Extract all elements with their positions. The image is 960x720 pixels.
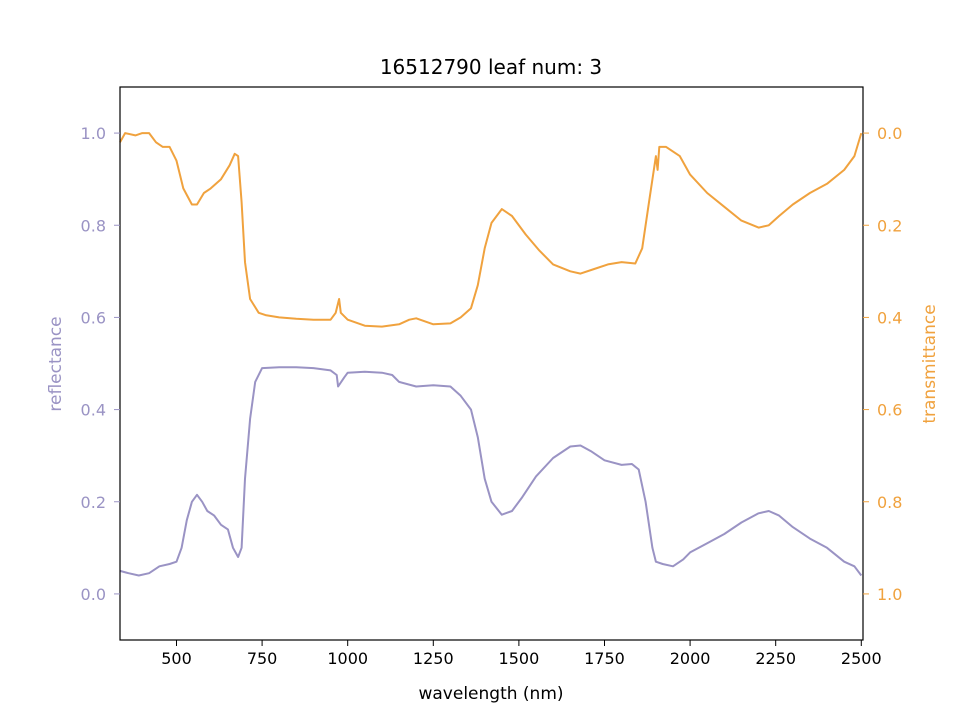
y-left-tick-label: 0.0 (81, 585, 106, 604)
plot-frame (119, 86, 864, 641)
x-tick-label: 2500 (841, 649, 882, 668)
y-right-tick-label: 0.4 (877, 308, 902, 327)
x-axis: 500 750 1000 1250 1500 1750 2000 2250 2500 (161, 640, 882, 668)
y-left-tick-label: 0.2 (81, 493, 106, 512)
chart-title: 16512790 leaf num: 3 (380, 55, 602, 79)
y-left-tick-label: 0.8 (81, 216, 106, 235)
x-tick-label: 1750 (584, 649, 625, 668)
y-left-tick-label: 0.4 (81, 401, 106, 420)
x-tick-label: 1500 (499, 649, 540, 668)
plot-content (119, 132, 863, 577)
y-axis-left-label: reflectance (46, 316, 66, 411)
x-tick-label: 1000 (327, 649, 368, 668)
y-axis-right-label: transmittance (920, 304, 940, 423)
reflectance-series-line (119, 366, 863, 577)
transmittance-series-line (119, 132, 863, 328)
y-right-tick-label: 0.8 (877, 493, 902, 512)
x-tick-label: 2000 (670, 649, 711, 668)
y-left-tick-label: 1.0 (81, 124, 106, 143)
x-tick-label: 1250 (413, 649, 454, 668)
x-tick-label: 750 (247, 649, 278, 668)
y-left-tick-label: 0.6 (81, 308, 106, 327)
y-right-tick-label: 0.6 (877, 401, 902, 420)
y-axis-right: 0.0 0.2 0.4 0.6 0.8 1.0 (863, 124, 902, 604)
y-right-tick-label: 0.0 (877, 124, 902, 143)
x-tick-label: 2250 (755, 649, 796, 668)
x-tick-label: 500 (161, 649, 192, 668)
x-axis-label: wavelength (nm) (418, 684, 563, 704)
y-axis-left: 0.0 0.2 0.4 0.6 0.8 1.0 (81, 124, 120, 604)
y-right-tick-label: 1.0 (877, 585, 902, 604)
y-right-tick-label: 0.2 (877, 216, 902, 235)
